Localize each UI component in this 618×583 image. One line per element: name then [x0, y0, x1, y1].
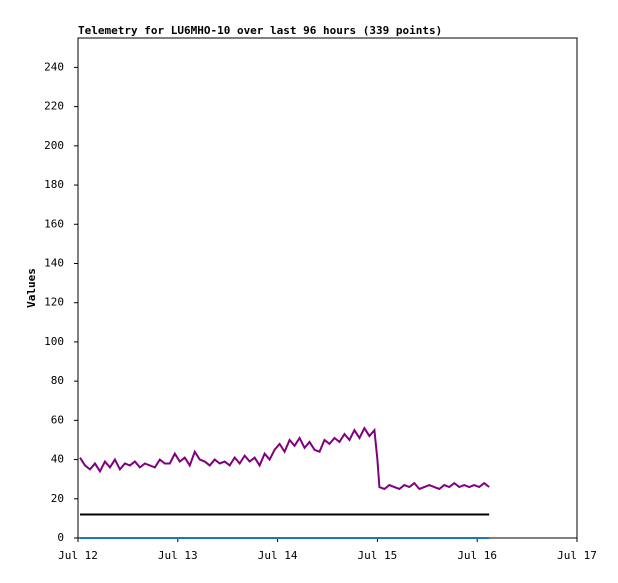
- chart-title: Telemetry for LU6MHO-10 over last 96 hou…: [78, 24, 442, 37]
- x-tick-label: Jul 13: [158, 549, 198, 562]
- y-tick-label: 60: [51, 413, 64, 426]
- y-tick-label: 100: [44, 335, 64, 348]
- series-line: [79, 426, 490, 491]
- x-tick-label: Jul 12: [58, 549, 98, 562]
- plot-frame: [77, 37, 578, 539]
- y-tick-label: 120: [44, 296, 64, 309]
- y-tick-label: 160: [44, 217, 64, 230]
- y-tick-label: 40: [51, 453, 64, 466]
- y-tick-label: 20: [51, 492, 64, 505]
- x-tick-label: Jul 17: [557, 549, 597, 562]
- x-tick-label: Jul 15: [358, 549, 398, 562]
- y-axis-label: Values: [25, 268, 38, 308]
- x-tick-label: Jul 16: [457, 549, 497, 562]
- y-tick-label: 180: [44, 178, 64, 191]
- y-tick-label: 220: [44, 100, 64, 113]
- y-tick-label: 240: [44, 60, 64, 73]
- x-tick-label: Jul 14: [258, 549, 298, 562]
- y-tick-label: 0: [57, 531, 64, 544]
- y-tick-label: 140: [44, 256, 64, 269]
- y-tick-label: 200: [44, 139, 64, 152]
- y-tick-label: 80: [51, 374, 64, 387]
